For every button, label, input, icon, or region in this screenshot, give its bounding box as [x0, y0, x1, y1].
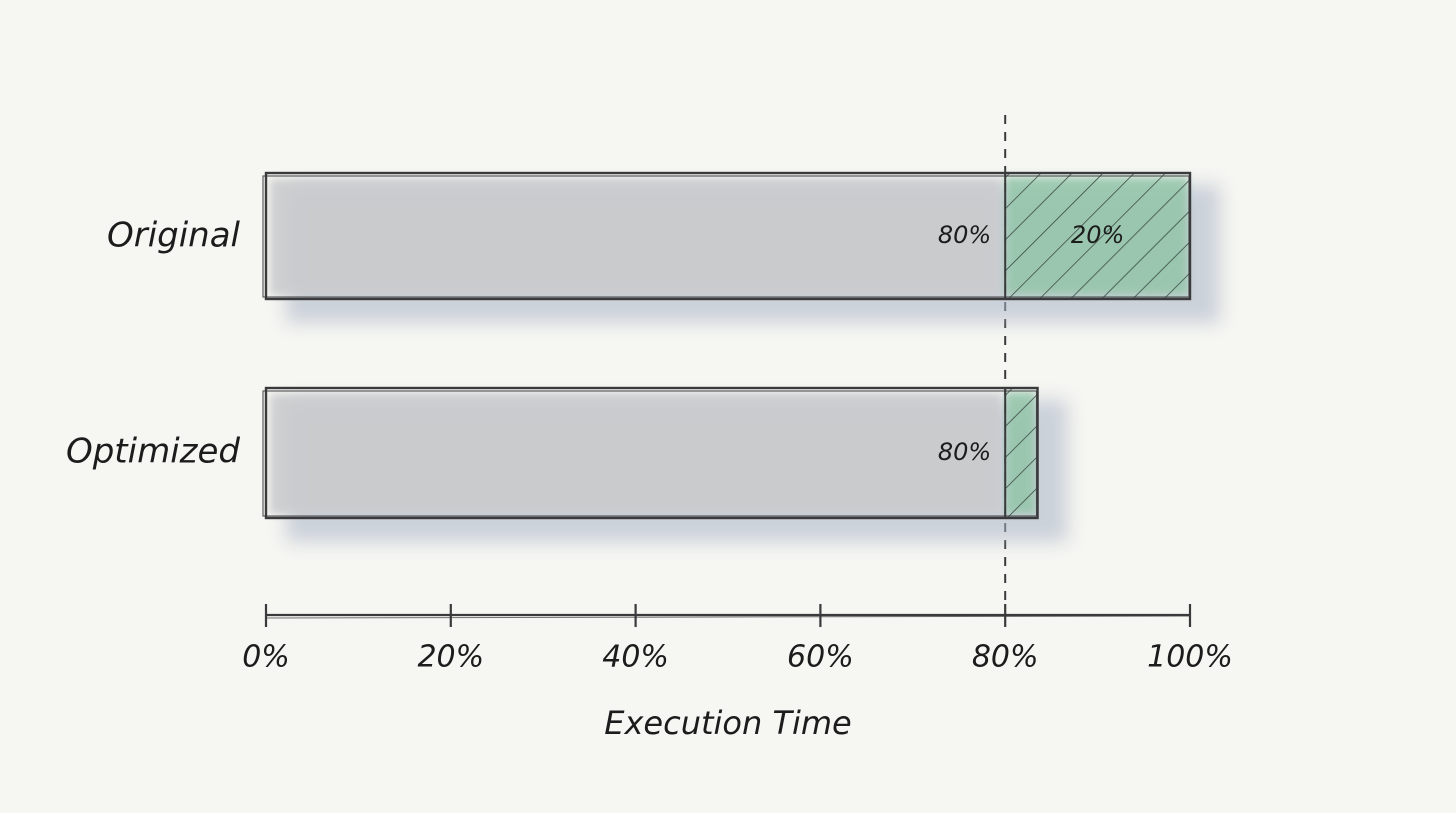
x-tick-label: 40% — [602, 640, 669, 675]
bar-segment-original-main — [270, 179, 1002, 295]
x-tick-label: 60% — [787, 640, 854, 675]
bar-outline-original — [264, 171, 1192, 301]
x-axis: 0% 20% 40% 60% 80% 100% — [242, 604, 1233, 675]
bar-hatch-optimized-improved — [1005, 388, 1038, 518]
category-label-original: Original — [107, 216, 241, 256]
x-tick-label: 80% — [972, 640, 1039, 675]
x-axis-ticks: 0% 20% 40% 60% 80% 100% — [242, 604, 1233, 675]
x-axis-line-sketch — [265, 615, 1191, 619]
x-axis-title: Execution Time — [604, 704, 851, 742]
bar-row-optimized: Optimized 80% — [66, 386, 1068, 542]
segment-label-optimized-main: 80% — [938, 438, 991, 466]
x-tick-label: 20% — [417, 640, 484, 675]
bar-outline-sketch-original — [262, 175, 1190, 298]
bar-outline-sketch-optimized — [262, 390, 1038, 517]
segment-label-original-improved: 20% — [1071, 221, 1124, 249]
category-label-optimized: Optimized — [66, 432, 240, 472]
bar-row-original: Original 80% 20% — [107, 171, 1220, 323]
bar-hatch-original-improved — [1005, 173, 1190, 299]
x-tick-label: 0% — [242, 640, 290, 675]
bar-outline-optimized — [264, 386, 1039, 520]
segment-label-original-main: 80% — [938, 221, 991, 249]
plot-area: Original 80% 20% Optimized 80% — [66, 115, 1220, 605]
x-tick-label: 100% — [1147, 640, 1233, 675]
bar-segment-optimized-main — [270, 394, 1002, 514]
